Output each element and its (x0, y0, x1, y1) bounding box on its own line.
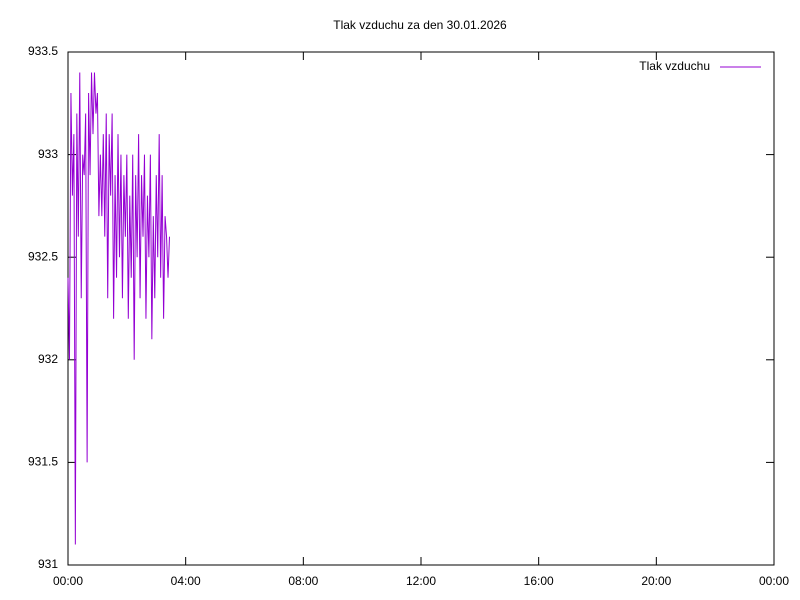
x-tick-label: 00:00 (759, 574, 789, 588)
y-tick-label: 933 (38, 147, 58, 161)
y-tick-label: 931.5 (28, 455, 58, 469)
x-tick-label: 08:00 (288, 574, 318, 588)
x-tick-label: 00:00 (53, 574, 83, 588)
legend-label: Tlak vzduchu (639, 59, 710, 73)
y-tick-label: 932 (38, 352, 58, 366)
x-tick-label: 20:00 (641, 574, 671, 588)
y-tick-label: 931 (38, 557, 58, 571)
y-tick-label: 932.5 (28, 249, 58, 263)
data-line (67, 72, 170, 545)
chart-title: Tlak vzduchu za den 30.01.2026 (333, 18, 507, 32)
y-tick-label: 933.5 (28, 44, 58, 58)
x-tick-label: 04:00 (171, 574, 201, 588)
x-tick-label: 12:00 (406, 574, 436, 588)
x-tick-label: 16:00 (524, 574, 554, 588)
